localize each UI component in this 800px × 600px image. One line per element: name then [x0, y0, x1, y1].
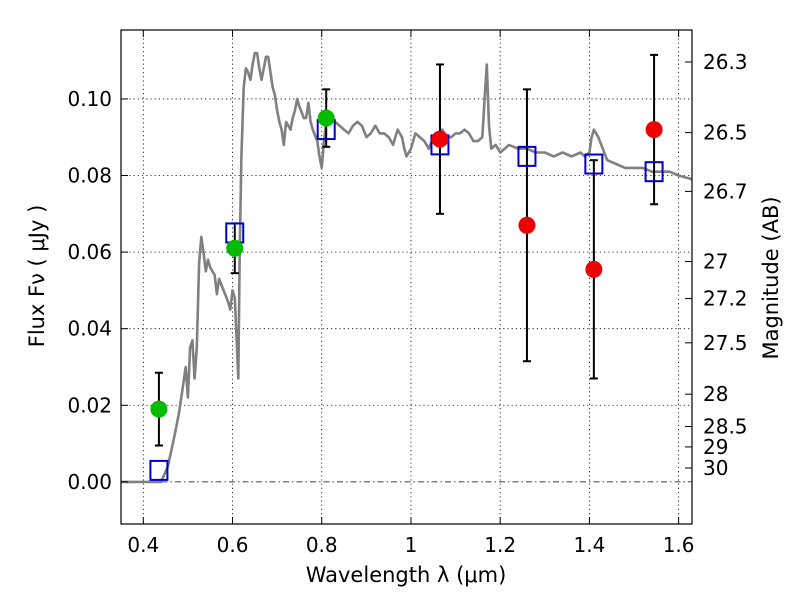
magnitude-tick-label: 27	[703, 250, 728, 274]
x-tick-label: 1.6	[663, 533, 695, 557]
red-observed-point	[585, 260, 603, 278]
x-tick-label: 0.4	[127, 533, 159, 557]
y-tick-label: 0.06	[67, 240, 112, 264]
x-axis-ticks: 0.4 0.6 0.8 1 1.2 1.4 1.6	[127, 30, 695, 557]
y-axis-title: Flux Fν ( μJy )	[25, 205, 49, 348]
red-observed-point	[431, 130, 449, 148]
magnitude-tick-label: 28.5	[703, 415, 748, 439]
x-axis-title: Wavelength λ (μm)	[306, 563, 507, 587]
x-tick-label: 0.6	[217, 533, 249, 557]
magnitude-tick-label: 29	[703, 435, 728, 459]
green-observed-point	[150, 400, 168, 418]
model-spectrum-line	[121, 51, 693, 484]
magnitude-tick-label: 28	[703, 382, 728, 406]
synthetic-flux-square	[149, 459, 169, 481]
magnitude-tick-label: 26.7	[703, 179, 748, 203]
red-observed-point	[518, 216, 536, 234]
magnitude-tick-label: 27.5	[703, 331, 748, 355]
x-tick-label: 1.2	[484, 533, 516, 557]
synthetic-flux-square	[517, 145, 537, 167]
y-tick-label: 0.02	[67, 393, 112, 417]
synthetic-photometry-markers	[149, 119, 664, 481]
x-tick-label: 1	[405, 533, 418, 557]
red-observed-point	[645, 121, 663, 139]
magnitude-tick-label: 26.5	[703, 121, 748, 145]
model-spectrum	[121, 51, 693, 484]
y-axis-ticks: 0.00 0.02 0.04 0.06 0.08 0.10	[67, 87, 128, 494]
green-observed-point	[226, 239, 244, 257]
x-tick-label: 1.4	[573, 533, 605, 557]
synthetic-flux-square	[584, 153, 604, 175]
grid	[121, 30, 692, 524]
plot-frame	[120, 29, 693, 525]
y-tick-label: 0.00	[67, 470, 112, 494]
synthetic-flux-square	[644, 161, 664, 183]
magnitude-axis-title: Magnitude (AB)	[759, 196, 783, 359]
y-tick-label: 0.10	[67, 87, 112, 111]
y-tick-label: 0.08	[67, 164, 112, 188]
x-tick-label: 0.8	[306, 533, 338, 557]
green-observed-point	[317, 109, 335, 127]
magnitude-tick-label: 27.2	[703, 287, 748, 311]
magnitude-tick-label: 26.3	[703, 50, 748, 74]
observed-photometry-markers	[150, 109, 663, 418]
magnitude-tick-label: 30	[703, 456, 728, 480]
y-tick-label: 0.04	[67, 317, 112, 341]
